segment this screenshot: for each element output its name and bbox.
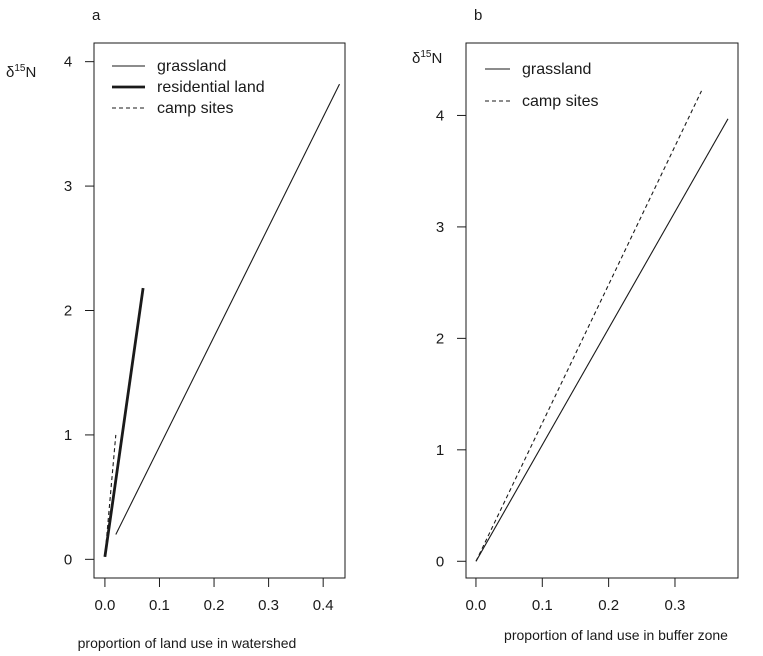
series-line-b-camp-sites [475, 90, 702, 562]
y-tick-label-a: 3 [64, 178, 72, 195]
series-line-a-residential-land [103, 287, 145, 557]
y-tick-label-b: 1 [436, 442, 444, 459]
series-line-b-grassland [475, 118, 729, 562]
y-tick-label-b: 2 [436, 330, 444, 347]
series-line-a-grassland [115, 83, 340, 535]
plot-frame-b [465, 42, 739, 579]
x-tick-label-b: 0.1 [532, 597, 553, 614]
legend-label-a: residential land [157, 79, 265, 96]
panel-a: a δ15N 0.0 0.1 0.2 0.3 0.4 0 1 2 3 4 proportion of l… [6, 7, 346, 651]
legend-label-b: camp sites [522, 93, 598, 110]
x-tick-label-a: 0.2 [204, 597, 225, 614]
x-tick-label-a: 0.4 [313, 597, 334, 614]
panel-letter-b: b [474, 7, 482, 24]
y-tick-label-a: 4 [64, 54, 72, 71]
x-tick-label-b: 0.3 [665, 597, 686, 614]
x-tick-label-a: 0.1 [149, 597, 170, 614]
x-tick-label-b: 0.0 [466, 597, 487, 614]
y-axis-label-b: δ15N [412, 49, 442, 67]
legend-label-a: camp sites [157, 100, 233, 117]
legend-label-b: grassland [522, 61, 591, 78]
x-axis-label-b: proportion of land use in buffer zone [504, 627, 728, 643]
panel-letter-a: a [92, 7, 101, 24]
x-tick-label-a: 0.3 [258, 597, 279, 614]
y-tick-label-a: 0 [64, 551, 72, 568]
x-tick-label-b: 0.2 [598, 597, 619, 614]
x-axis-label-a: proportion of land use in watershed [78, 635, 297, 651]
plot-frame-a [93, 42, 346, 579]
y-tick-label-a: 2 [64, 303, 72, 320]
panel-b: b δ15N 0.0 0.1 0.2 0.3 0 1 2 3 4 proportion of land… [412, 7, 739, 643]
y-tick-label-b: 3 [436, 219, 444, 236]
x-tick-label-a: 0.0 [94, 597, 115, 614]
y-tick-label-b: 4 [436, 107, 444, 124]
legend-label-a: grassland [157, 58, 226, 75]
y-tick-label-b: 0 [436, 553, 444, 570]
y-axis-label-a: δ15N [6, 63, 36, 81]
series-line-a-camp-sites [104, 434, 117, 557]
y-tick-label-a: 1 [64, 427, 72, 444]
